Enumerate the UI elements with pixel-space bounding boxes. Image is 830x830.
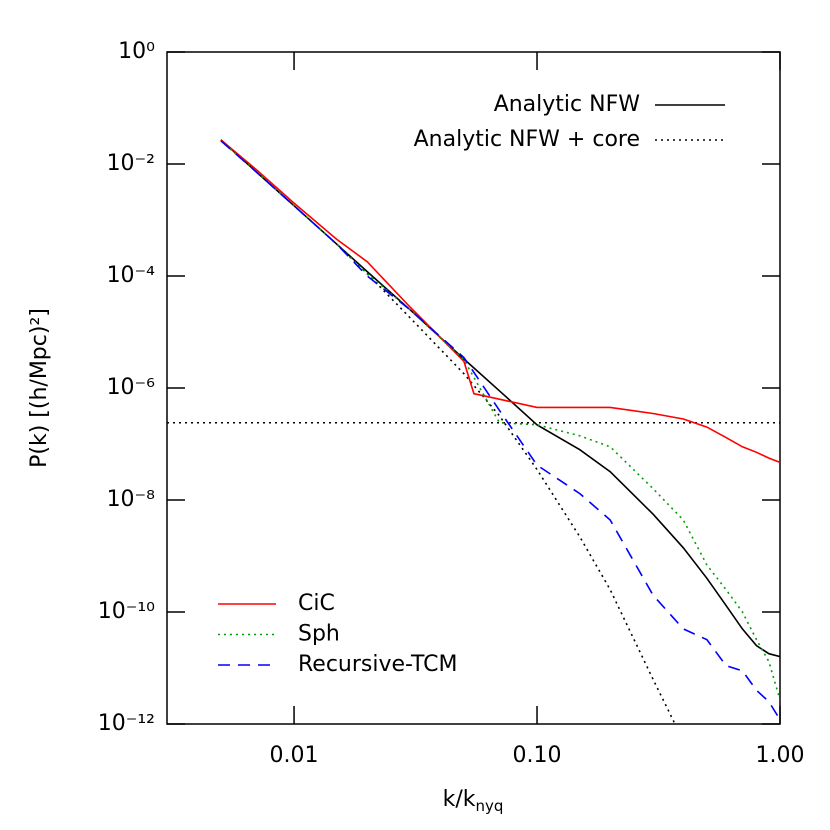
x-tick-label: 0.01 xyxy=(270,743,319,768)
legend-label: Analytic NFW xyxy=(494,92,641,117)
legend-label: Analytic NFW + core xyxy=(414,127,640,152)
legend-label: Recursive-TCM xyxy=(298,652,457,677)
y-tick-label: 10⁻¹⁰ xyxy=(98,599,155,624)
y-axis-label: P(k) [(h/Mpc)²] xyxy=(27,308,52,468)
x-tick-label: 1.00 xyxy=(756,743,805,768)
legend-label: Sph xyxy=(298,622,340,647)
y-tick-label: 10⁻² xyxy=(107,151,155,176)
series-line xyxy=(220,139,676,724)
y-tick-label: 10⁰ xyxy=(118,39,155,64)
series-line xyxy=(220,139,780,658)
legend-label: CiC xyxy=(298,591,335,616)
plot-frame xyxy=(166,51,781,725)
x-tick-label: 0.10 xyxy=(513,743,562,768)
series-line xyxy=(220,140,780,721)
y-tick-label: 10⁻⁸ xyxy=(107,487,156,512)
series-line xyxy=(220,140,780,701)
y-tick-label: 10⁻⁴ xyxy=(107,263,156,288)
y-tick-label: 10⁻⁶ xyxy=(107,375,156,400)
x-axis-label: k/knyq xyxy=(443,787,504,815)
y-tick-label: 10⁻¹² xyxy=(98,711,155,736)
x-axis-label-sub: nyq xyxy=(476,797,504,815)
x-axis-label-main: k/k xyxy=(443,787,476,812)
series-line xyxy=(220,139,780,464)
